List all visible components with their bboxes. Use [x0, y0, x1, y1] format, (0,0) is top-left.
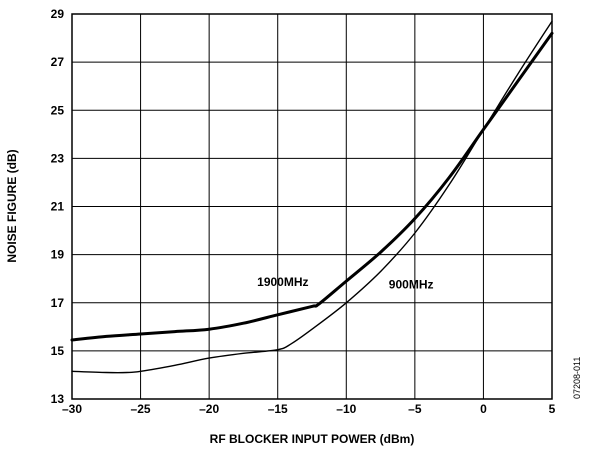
x-tick-label: –30	[62, 402, 82, 416]
x-tick-label: 0	[480, 402, 487, 416]
x-tick-label: –20	[199, 402, 219, 416]
y-tick-labels: 13 15 17 19 21 23 25 27 29	[51, 7, 65, 406]
x-axis-title: RF BLOCKER INPUT POWER (dBm)	[210, 432, 415, 446]
figure-id: 07208-011	[572, 357, 582, 399]
annotation-1900mhz: 1900MHz	[257, 275, 308, 289]
y-tick-label: 19	[51, 248, 65, 262]
y-axis-title: NOISE FIGURE (dB)	[5, 149, 19, 262]
series-line-900mhz	[71, 20, 553, 374]
x-tick-label: –10	[336, 402, 356, 416]
x-tick-labels: –30 –25 –20 –15 –10 –5 0 5	[62, 402, 556, 416]
x-tick-label: –5	[408, 402, 422, 416]
y-tick-label: 15	[51, 344, 65, 358]
y-tick-label: 23	[51, 151, 65, 165]
y-tick-label: 25	[51, 103, 65, 117]
x-tick-label: –15	[268, 402, 288, 416]
y-tick-label: 29	[51, 7, 65, 21]
series-lines	[70, 20, 554, 374]
series-line-1900mhz	[70, 31, 554, 342]
x-tick-label: –25	[131, 402, 151, 416]
y-tick-label: 21	[51, 200, 65, 214]
y-tick-label: 13	[51, 392, 65, 406]
y-tick-label: 17	[51, 296, 65, 310]
x-tick-label: 5	[549, 402, 556, 416]
series-annotations: 1900MHz 900MHz	[257, 275, 433, 291]
y-tick-label: 27	[51, 55, 65, 69]
annotation-900mhz: 900MHz	[389, 277, 434, 291]
plot-frame	[71, 13, 553, 400]
